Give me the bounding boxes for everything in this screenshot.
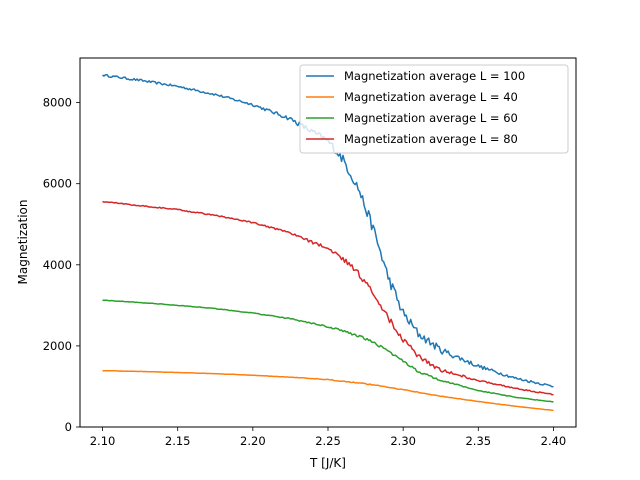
y-tick-label: 4000 bbox=[43, 258, 72, 272]
x-tick-label: 2.20 bbox=[240, 434, 266, 448]
legend-label: Magnetization average L = 100 bbox=[344, 69, 525, 83]
legend-label: Magnetization average L = 80 bbox=[344, 132, 518, 146]
x-axis-label: T [J/K] bbox=[309, 456, 346, 470]
legend-label: Magnetization average L = 40 bbox=[344, 90, 518, 104]
x-tick-label: 2.30 bbox=[390, 434, 416, 448]
y-tick-label: 6000 bbox=[43, 177, 72, 191]
y-axis-ticks: 0 2000 4000 6000 8000 bbox=[43, 96, 80, 434]
series-line bbox=[102, 369, 554, 412]
x-tick-label: 2.40 bbox=[541, 434, 567, 448]
legend: Magnetization average L = 100 Magnetizati… bbox=[299, 64, 569, 154]
legend-label: Magnetization average L = 60 bbox=[344, 111, 518, 125]
y-tick-label: 8000 bbox=[43, 96, 72, 110]
y-tick-label: 2000 bbox=[43, 339, 72, 353]
series-line bbox=[102, 299, 554, 403]
x-axis-ticks: 2.10 2.15 2.20 2.25 2.30 2.35 2.40 bbox=[90, 427, 567, 448]
legend-box bbox=[299, 64, 569, 154]
y-tick-label: 0 bbox=[65, 420, 72, 434]
x-tick-label: 2.15 bbox=[165, 434, 191, 448]
x-tick-label: 2.35 bbox=[465, 434, 491, 448]
y-axis-label: Magnetization bbox=[16, 200, 30, 285]
x-tick-label: 2.25 bbox=[315, 434, 341, 448]
series-line bbox=[102, 200, 554, 396]
x-tick-label: 2.10 bbox=[90, 434, 116, 448]
